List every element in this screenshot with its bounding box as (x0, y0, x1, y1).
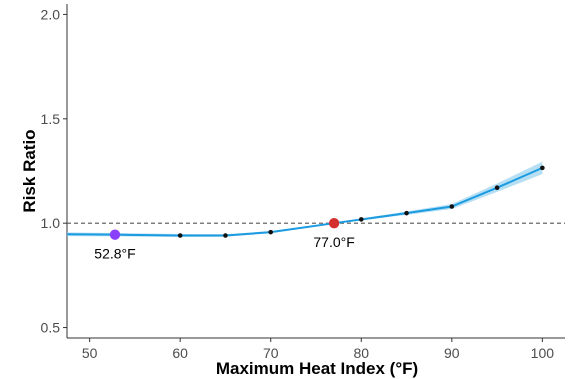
x-tick-label: 90 (444, 345, 460, 361)
data-point (358, 217, 364, 222)
data-point (404, 210, 409, 216)
x-tick-label: 100 (531, 345, 555, 361)
highlight-point (328, 217, 340, 229)
y-tick-label: 1.5 (41, 111, 61, 127)
data-point (494, 185, 500, 190)
x-tick-label: 60 (172, 345, 188, 361)
y-tick-label: 2.0 (41, 6, 61, 22)
x-tick-label: 80 (353, 345, 369, 361)
x-axis-title: Maximum Heat Index (°F) (216, 359, 418, 378)
data-point (449, 204, 455, 209)
data-point (177, 233, 183, 238)
x-tick-label: 70 (263, 345, 279, 361)
x-tick-label: 50 (82, 345, 98, 361)
highlight-label: 77.0°F (313, 234, 354, 250)
data-point (540, 165, 545, 171)
y-axis-title: Risk Ratio (20, 129, 39, 212)
highlight-point (109, 229, 121, 240)
data-point (223, 233, 228, 238)
highlight-label: 52.8°F (94, 246, 135, 262)
y-tick-label: 0.5 (41, 320, 61, 336)
y-tick-label: 1.0 (41, 215, 61, 231)
plot-area: 0.5 1.0 1.5 2.0 50 60 70 80 90 100 52.8°F 77.0°F (41, 4, 565, 361)
data-point (268, 229, 274, 235)
